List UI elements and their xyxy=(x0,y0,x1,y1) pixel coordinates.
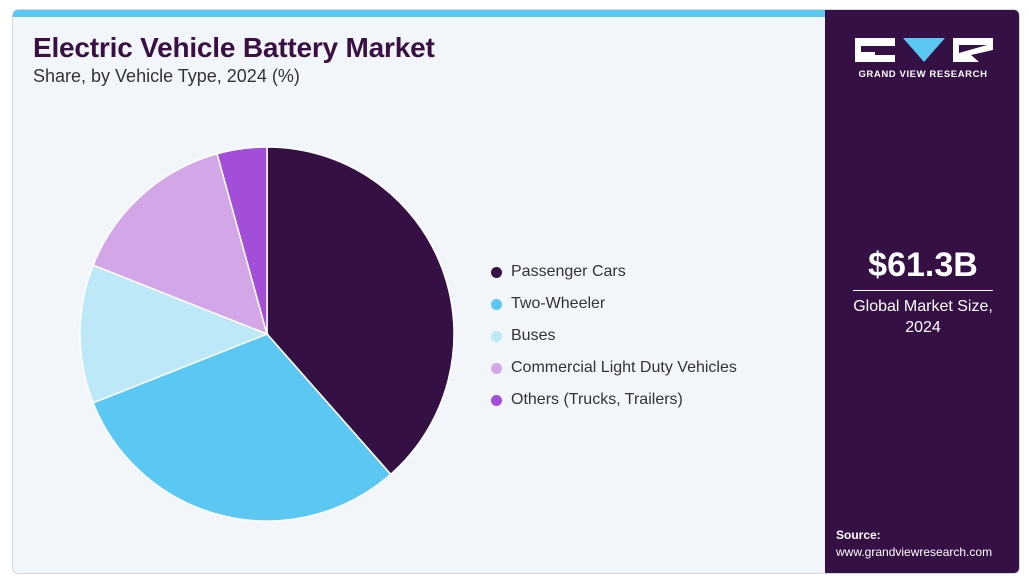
legend-label: Two-Wheeler xyxy=(511,295,606,312)
chart-subtitle: Share, by Vehicle Type, 2024 (%) xyxy=(33,66,300,86)
metric-divider xyxy=(853,290,993,291)
chart-legend: Passenger Cars Two-Wheeler Buses Commercial… xyxy=(491,256,737,416)
market-size-label-line1: Global Market Size, xyxy=(853,298,993,315)
sidebar-panel: GRAND VIEW RESEARCH $61.3B Global Market… xyxy=(825,10,1019,573)
legend-item: Two-Wheeler xyxy=(491,288,737,320)
legend-item: Passenger Cars xyxy=(491,256,737,288)
source-url: www.grandviewresearch.com xyxy=(836,545,993,559)
pie-chart xyxy=(79,146,455,522)
accent-bar xyxy=(13,10,825,17)
market-size-value: $61.3B xyxy=(868,246,978,284)
legend-swatch xyxy=(491,266,502,278)
legend-swatch xyxy=(491,298,502,310)
legend-item: Commercial Light Duty Vehicles xyxy=(491,352,737,384)
pie-slice-buses xyxy=(79,264,270,404)
legend-item: Buses xyxy=(491,320,737,352)
pie-slice-commercial-light-duty-vehicles xyxy=(92,152,269,336)
legend-swatch xyxy=(491,362,502,374)
pie-slice-others-trucks-trailers xyxy=(216,146,268,335)
market-size-label-line2: 2024 xyxy=(905,319,941,336)
brand-name: GRAND VIEW RESEARCH xyxy=(858,69,988,80)
legend-item: Others (Trucks, Trailers) xyxy=(491,384,737,416)
legend-swatch xyxy=(491,394,502,406)
legend-label: Others (Trucks, Trailers) xyxy=(511,391,683,408)
legend-swatch xyxy=(491,330,502,342)
source-title: Source: xyxy=(836,528,881,542)
chart-title: Electric Vehicle Battery Market xyxy=(33,32,435,63)
market-size-label: Global Market Size, 2024 xyxy=(825,296,1019,338)
infographic-card: Electric Vehicle Battery Market Share, b… xyxy=(12,9,1020,574)
legend-label: Buses xyxy=(511,327,556,344)
pie-slice-passenger-cars xyxy=(266,146,455,476)
grand-view-research-logo xyxy=(855,38,993,62)
pie-slice-two-wheeler xyxy=(92,333,392,522)
legend-label: Passenger Cars xyxy=(511,263,626,280)
legend-label: Commercial Light Duty Vehicles xyxy=(511,359,737,376)
